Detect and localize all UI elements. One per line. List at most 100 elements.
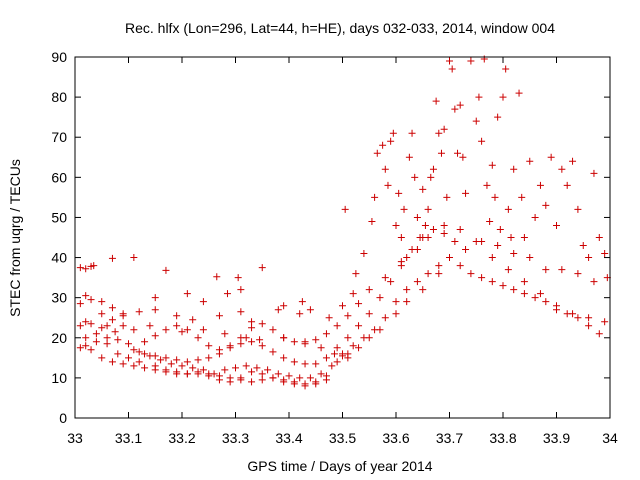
data-point (491, 193, 499, 201)
data-point (325, 314, 333, 322)
data-point (108, 304, 116, 312)
data-point (301, 382, 309, 390)
data-point (558, 266, 566, 274)
data-point (381, 274, 389, 282)
data-point (440, 221, 448, 229)
data-point (563, 181, 571, 189)
data-point (419, 185, 427, 193)
data-point (258, 342, 266, 350)
data-point (82, 265, 90, 273)
data-point (585, 314, 593, 322)
data-point (424, 205, 432, 213)
data-point (301, 340, 309, 348)
data-point (403, 254, 411, 262)
data-point (371, 193, 379, 201)
data-point (531, 294, 539, 302)
data-point (579, 242, 587, 250)
data-point (352, 270, 360, 278)
y-tick-label: 10 (51, 370, 67, 386)
data-point (381, 165, 389, 173)
x-tick-label: 33.3 (222, 430, 249, 446)
data-point (290, 338, 298, 346)
data-point (130, 346, 138, 354)
data-point (215, 346, 223, 354)
data-point (258, 320, 266, 328)
data-point (141, 350, 149, 358)
data-point (312, 336, 320, 344)
data-point (199, 326, 207, 334)
data-point (151, 294, 159, 302)
data-point (397, 262, 405, 270)
data-point (322, 330, 330, 338)
data-point (135, 348, 143, 356)
data-point (392, 310, 400, 318)
data-point (333, 358, 341, 366)
data-point (317, 370, 325, 378)
data-point (462, 189, 470, 197)
y-tick-label: 80 (51, 89, 67, 105)
data-point (360, 334, 368, 342)
data-point (520, 290, 528, 298)
data-point (355, 300, 363, 308)
x-tick-label: 33.9 (543, 430, 570, 446)
data-point (258, 264, 266, 272)
data-point (392, 298, 400, 306)
x-tick-label: 33.5 (329, 430, 356, 446)
data-point (173, 370, 181, 378)
data-point (405, 153, 413, 161)
data-point (296, 310, 304, 318)
data-point (472, 238, 480, 246)
data-point (82, 292, 90, 300)
data-point (349, 342, 357, 350)
data-point (298, 298, 306, 306)
data-point (178, 362, 186, 370)
data-point (135, 308, 143, 316)
data-point (264, 366, 272, 374)
data-point (486, 217, 494, 225)
data-point (280, 376, 288, 384)
data-point (76, 300, 84, 308)
y-tick-label: 20 (51, 330, 67, 346)
data-point (130, 362, 138, 370)
data-point (189, 364, 197, 372)
data-point (280, 354, 288, 362)
axis-ticks: 33 33.1 33.2 33.3 33.4 33.5 33.6 33.7 33.8 33.9 34… (51, 49, 618, 446)
data-point (205, 354, 213, 362)
data-point (108, 316, 116, 324)
data-point (183, 326, 191, 334)
data-point (98, 324, 106, 332)
data-point (76, 322, 84, 330)
data-point (194, 334, 202, 342)
data-point (387, 137, 395, 145)
data-point (504, 266, 512, 274)
data-point (403, 286, 411, 294)
data-point (269, 374, 277, 382)
data-point (365, 310, 373, 318)
data-point (435, 129, 443, 137)
x-tick-label: 33.7 (436, 430, 463, 446)
data-point (349, 290, 357, 298)
data-point (157, 356, 165, 364)
data-point (368, 217, 376, 225)
data-point (435, 262, 443, 270)
data-point (456, 225, 464, 233)
data-point (502, 65, 510, 73)
data-point (432, 97, 440, 105)
data-point (285, 372, 293, 380)
data-point (87, 296, 95, 304)
data-point (258, 376, 266, 384)
data-point (373, 149, 381, 157)
data-point (237, 376, 245, 384)
data-point (119, 312, 127, 320)
data-point (574, 314, 582, 322)
data-point (601, 318, 609, 326)
data-point (459, 153, 467, 161)
data-point (520, 278, 528, 286)
data-point (330, 350, 338, 358)
data-point (162, 266, 170, 274)
data-point (253, 364, 261, 372)
data-point (553, 221, 560, 229)
data-point (248, 368, 256, 376)
data-point (397, 234, 405, 241)
